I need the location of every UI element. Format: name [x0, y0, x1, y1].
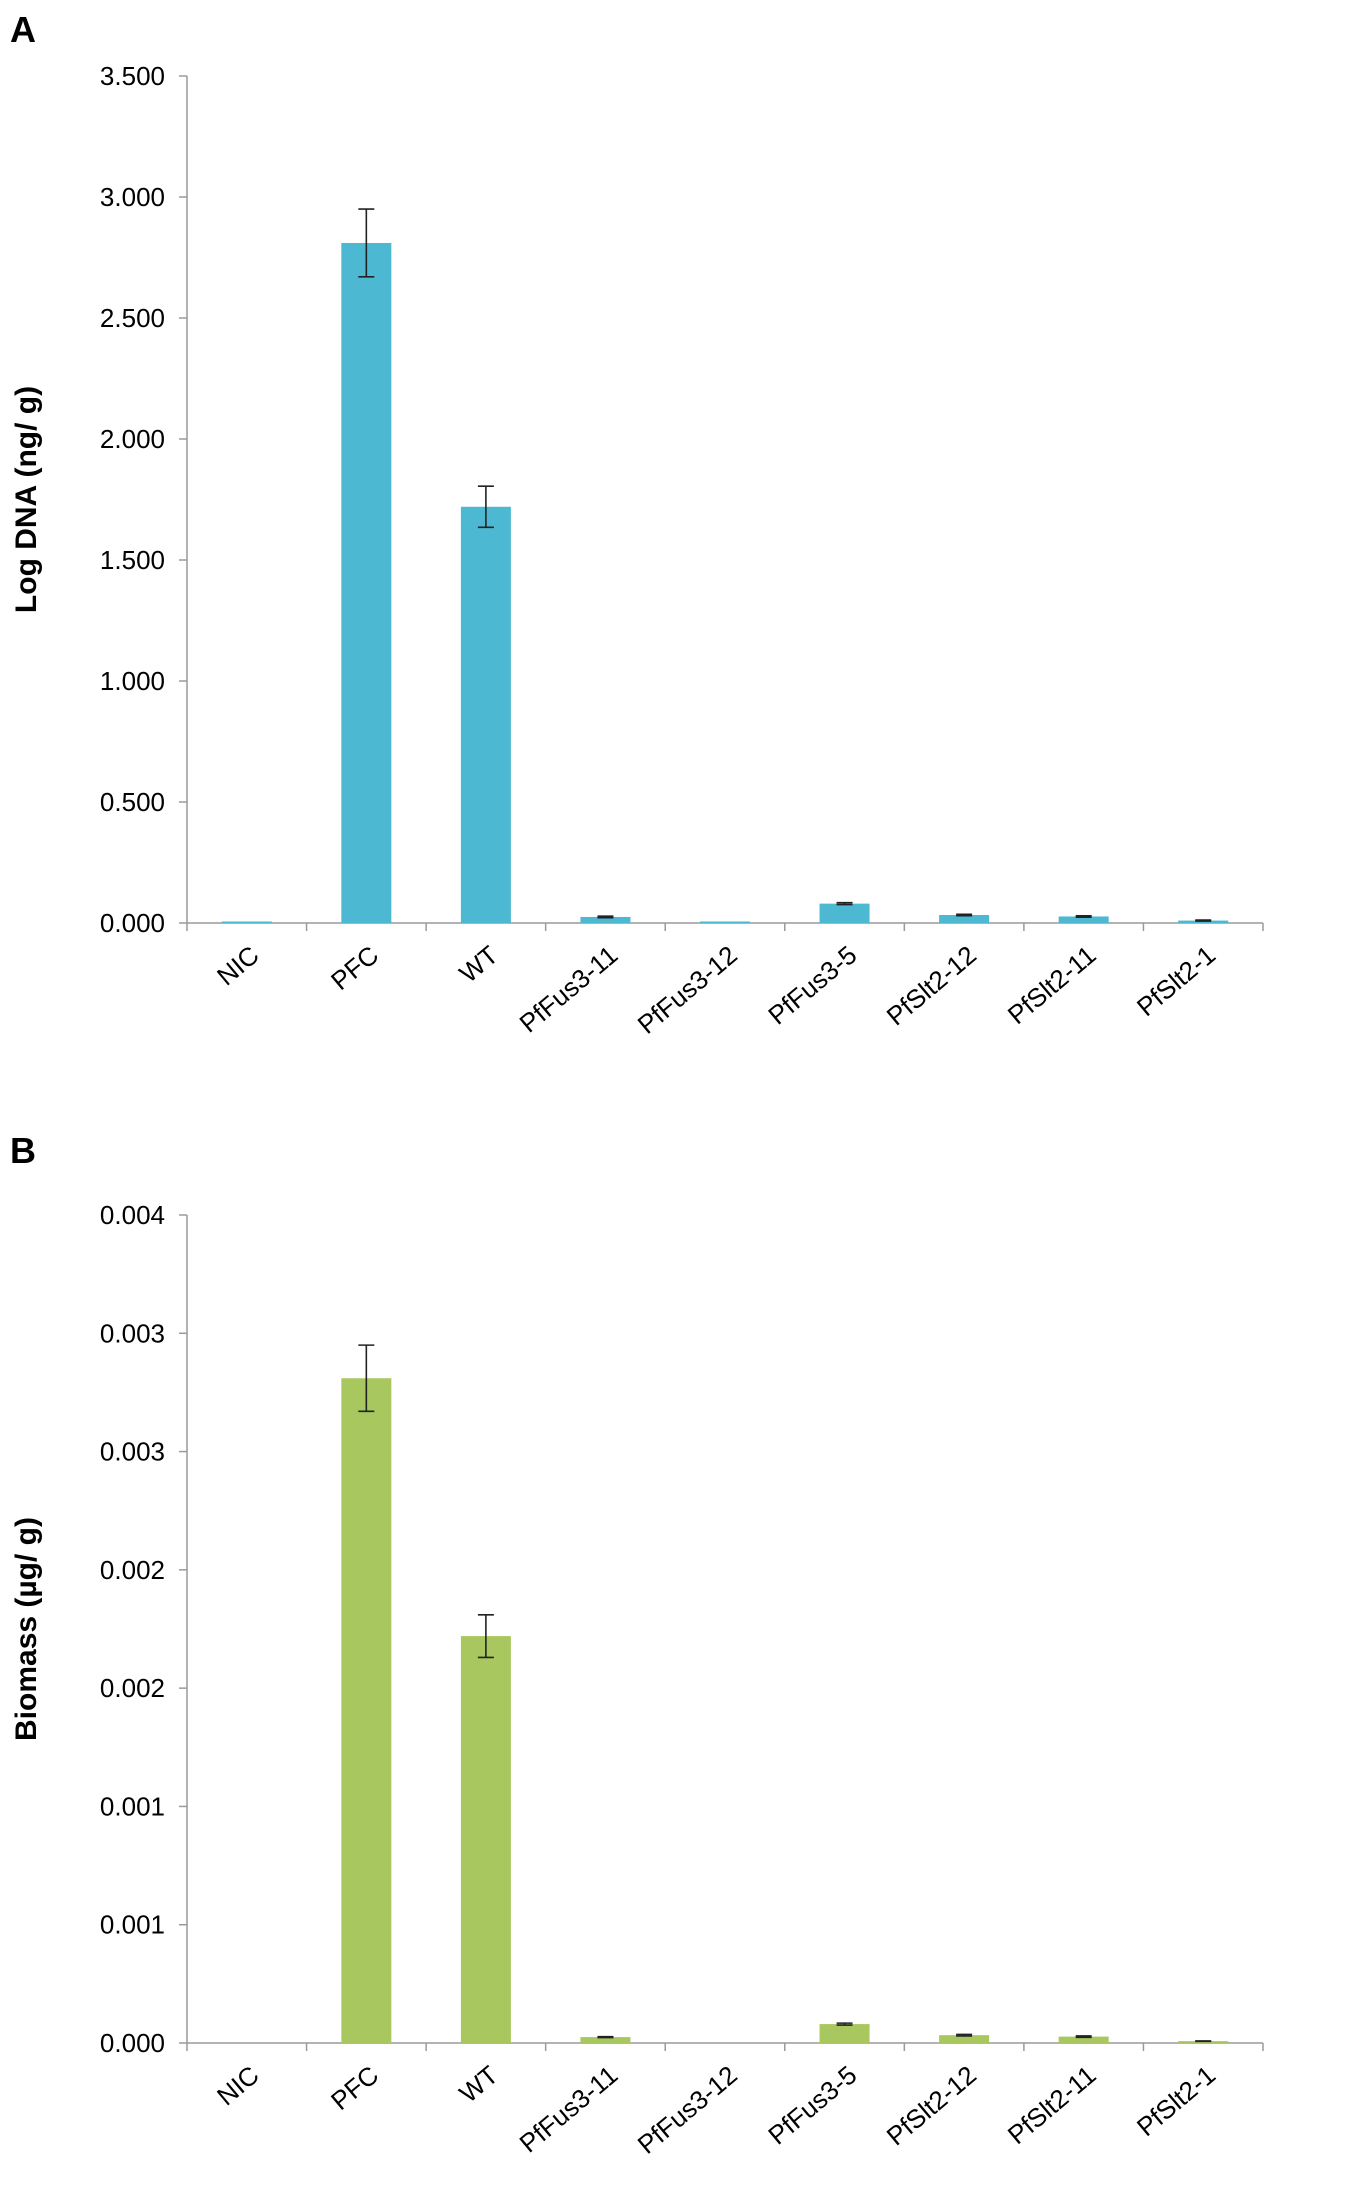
- x-tick-label: PfSlt2-12: [881, 940, 982, 1032]
- x-tick-label: PfFus3-5: [762, 940, 862, 1031]
- y-tick-label: 0.000: [100, 2028, 165, 2058]
- y-tick-label: 2.000: [100, 424, 165, 454]
- y-tick-label: 3.000: [100, 182, 165, 212]
- bar-wt: [460, 1636, 511, 2043]
- bar-pffus3-5: [819, 2024, 870, 2043]
- bar-pfc: [341, 1378, 392, 2043]
- y-tick-label: 0.003: [100, 1318, 165, 1348]
- y-tick-label: 0.001: [100, 1910, 165, 1940]
- panel-a-label: A: [10, 9, 36, 50]
- panel-b-label: B: [10, 1130, 36, 1171]
- y-tick-label: 3.500: [100, 61, 165, 91]
- x-tick-label: PfSlt2-12: [881, 2060, 982, 2152]
- bar-pffus3-11: [580, 916, 631, 923]
- x-tick-label: PfFus3-11: [514, 940, 624, 1039]
- bar-pffus3-11: [580, 2037, 631, 2043]
- y-tick-label: 0.000: [100, 908, 165, 938]
- bar-pfslt2-12: [939, 915, 990, 923]
- x-tick-label: PfFus3-11: [514, 2060, 624, 2159]
- y-tick-label: 1.000: [100, 666, 165, 696]
- x-tick-label: PfSlt2-11: [1002, 940, 1102, 1030]
- x-tick-label: PfSlt2-1: [1131, 2060, 1221, 2142]
- y-axis-title: Biomass (µg/ g): [10, 1517, 43, 1741]
- x-tick-label: PfSlt2-11: [1002, 2060, 1102, 2150]
- x-tick-label: WT: [453, 2060, 503, 2109]
- y-tick-label: 0.002: [100, 1555, 165, 1585]
- bar-pfslt2-11: [1058, 2036, 1109, 2043]
- x-tick-label: PFC: [325, 2060, 384, 2116]
- bar-pfc: [341, 242, 392, 924]
- bar-nic: [221, 921, 272, 923]
- x-tick-label: WT: [453, 940, 503, 989]
- y-tick-label: 0.002: [100, 1673, 165, 1703]
- y-tick-label: 1.500: [100, 545, 165, 575]
- y-tick-label: 2.500: [100, 303, 165, 333]
- y-tick-label: 0.003: [100, 1437, 165, 1467]
- x-tick-label: NIC: [211, 940, 265, 992]
- chart-panel-a: 0.000 0.500 1.000 1.500 2.000 2.500 3.000 3.500…: [10, 61, 1264, 1040]
- bar-pfslt2-11: [1058, 916, 1109, 923]
- y-tick-label: 0.001: [100, 1791, 165, 1821]
- y-tick-label: 0.004: [100, 1200, 165, 1230]
- x-tick-label: PFC: [325, 940, 384, 996]
- bar-pffus3-5: [819, 903, 870, 923]
- x-tick-label: PfFus3-5: [762, 2060, 862, 2151]
- bar-pfslt2-12: [939, 2035, 990, 2043]
- bar-wt: [460, 506, 511, 923]
- y-tick-label: 0.500: [100, 787, 165, 817]
- x-tick-label: PfFus3-12: [632, 2060, 743, 2160]
- y-axis-title: Log DNA (ng/ g): [10, 386, 43, 613]
- chart-panel-b: 0.000 0.001 0.001 0.002 0.002 0.003 0.003 0.004…: [10, 1200, 1264, 2160]
- x-tick-label: NIC: [211, 2060, 265, 2112]
- bar-pffus3-12: [700, 921, 750, 923]
- x-tick-label: PfSlt2-1: [1131, 940, 1221, 1022]
- x-tick-label: PfFus3-12: [632, 940, 743, 1040]
